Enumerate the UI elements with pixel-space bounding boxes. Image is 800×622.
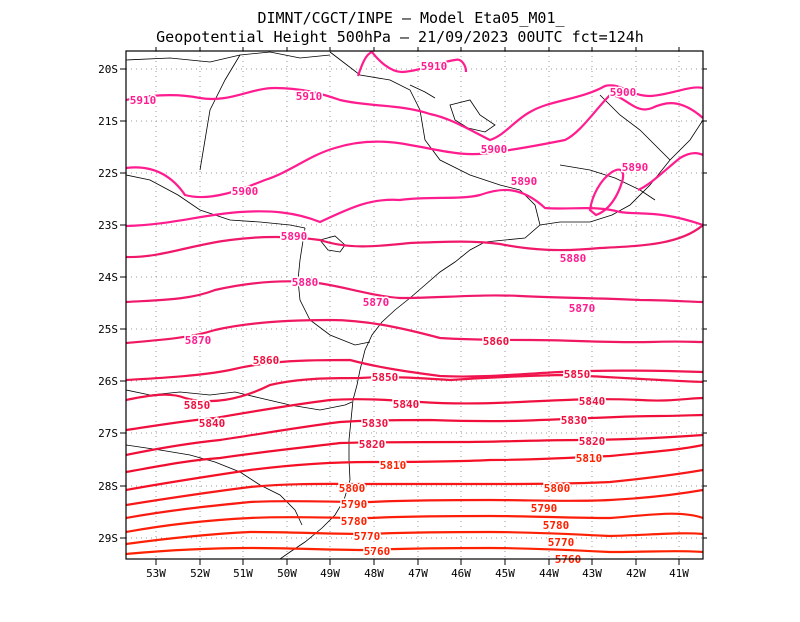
contour-label-5840: 5840 bbox=[199, 417, 226, 430]
lon-tick-label: 45W bbox=[495, 567, 515, 580]
contour-label-5810: 5810 bbox=[576, 452, 603, 465]
lat-tick-label: 21S bbox=[98, 115, 118, 128]
contour-label-5820: 5820 bbox=[359, 438, 386, 451]
contour-label-5870: 5870 bbox=[185, 334, 212, 347]
lat-tick-label: 24S bbox=[98, 271, 118, 284]
contour-label-5790: 5790 bbox=[531, 502, 558, 515]
contour-label-5890: 5890 bbox=[281, 230, 308, 243]
lat-lon-grid bbox=[126, 51, 703, 559]
contour-labels: 5910 5910 5910 5900 5900 5900 5890 5890 5890 5880… bbox=[128, 59, 650, 568]
contour-label-5780: 5780 bbox=[341, 515, 368, 528]
contour-label-5860: 5860 bbox=[253, 354, 280, 367]
lon-tick-label: 48W bbox=[364, 567, 384, 580]
axis-ticks: 53W 52W 51W 50W 49W 48W 47W 46W 45W 44W 43W 42W 41W 2… bbox=[98, 47, 707, 580]
lon-tick-label: 43W bbox=[582, 567, 602, 580]
contour-label-5850: 5850 bbox=[564, 368, 591, 381]
contour-label-5830: 5830 bbox=[561, 414, 588, 427]
lat-tick-label: 28S bbox=[98, 480, 118, 493]
contour-label-5840: 5840 bbox=[579, 395, 606, 408]
contour-label-5880: 5880 bbox=[292, 276, 319, 289]
contour-label-5830: 5830 bbox=[362, 417, 389, 430]
contour-lines bbox=[126, 51, 703, 556]
lat-tick-label: 23S bbox=[98, 219, 118, 232]
lon-tick-label: 50W bbox=[277, 567, 297, 580]
contour-label-5870: 5870 bbox=[363, 296, 390, 309]
lat-tick-label: 20S bbox=[98, 63, 118, 76]
lon-tick-label: 53W bbox=[146, 567, 166, 580]
contour-label-5880: 5880 bbox=[560, 252, 587, 265]
contour-label-5820: 5820 bbox=[579, 435, 606, 448]
contour-label-5760: 5760 bbox=[364, 545, 391, 558]
contour-label-5840: 5840 bbox=[393, 398, 420, 411]
contour-label-5900: 5900 bbox=[610, 86, 637, 99]
title-line-1: DIMNT/CGCT/INPE – Model Eta05_M01_ bbox=[257, 9, 565, 27]
lon-tick-label: 52W bbox=[190, 567, 210, 580]
lat-tick-label: 22S bbox=[98, 167, 118, 180]
lat-tick-label: 25S bbox=[98, 323, 118, 336]
lat-tick-label: 29S bbox=[98, 532, 118, 545]
contour-label-5800: 5800 bbox=[339, 482, 366, 495]
lon-tick-label: 46W bbox=[451, 567, 471, 580]
contour-label-5910: 5910 bbox=[421, 60, 448, 73]
contour-label-5850: 5850 bbox=[372, 371, 399, 384]
contour-label-5910: 5910 bbox=[296, 90, 323, 103]
lon-tick-label: 41W bbox=[669, 567, 689, 580]
contour-label-5900: 5900 bbox=[481, 143, 508, 156]
contour-label-5810: 5810 bbox=[380, 459, 407, 472]
contour-label-5890: 5890 bbox=[622, 161, 649, 174]
contour-label-5770: 5770 bbox=[354, 530, 381, 543]
lat-tick-label: 26S bbox=[98, 375, 118, 388]
contour-label-5890: 5890 bbox=[511, 175, 538, 188]
contour-label-5780: 5780 bbox=[543, 519, 570, 532]
contour-label-5800: 5800 bbox=[544, 482, 571, 495]
contour-label-5790: 5790 bbox=[341, 498, 368, 511]
lon-tick-label: 42W bbox=[626, 567, 646, 580]
title-line-2: Geopotential Height 500hPa – 21/09/2023 … bbox=[156, 28, 644, 46]
contour-label-5850: 5850 bbox=[184, 399, 211, 412]
coastline-borders bbox=[126, 51, 703, 559]
lat-tick-label: 27S bbox=[98, 427, 118, 440]
lon-tick-label: 44W bbox=[539, 567, 559, 580]
contour-label-5900: 5900 bbox=[232, 185, 259, 198]
lon-tick-label: 51W bbox=[233, 567, 253, 580]
lon-tick-label: 47W bbox=[408, 567, 428, 580]
plot-frame bbox=[125, 50, 704, 560]
contour-label-5870: 5870 bbox=[569, 302, 596, 315]
contour-label-5910: 5910 bbox=[130, 94, 157, 107]
contour-label-5770: 5770 bbox=[548, 536, 575, 549]
lon-tick-label: 49W bbox=[320, 567, 340, 580]
contour-label-5860: 5860 bbox=[483, 335, 510, 348]
